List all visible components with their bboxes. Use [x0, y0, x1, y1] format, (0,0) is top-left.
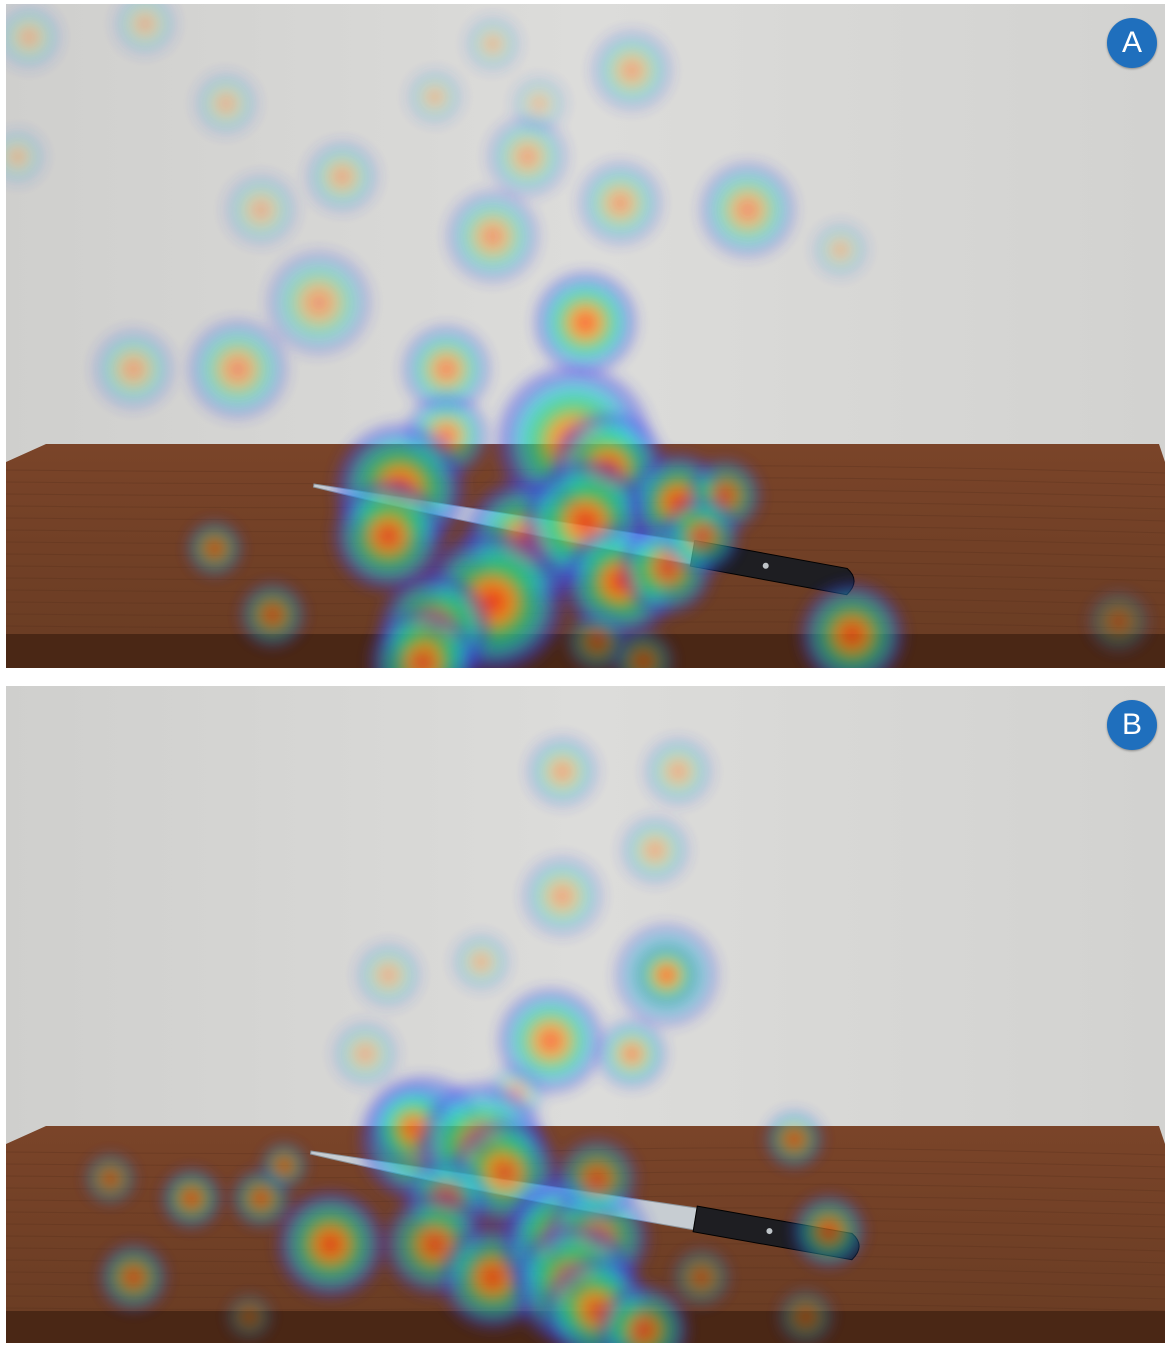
heat-spot [483, 112, 572, 201]
heat-spot [6, 4, 65, 73]
heat-spot [183, 315, 292, 424]
panel-b-badge: B [1107, 700, 1157, 750]
heat-spot [404, 66, 466, 128]
heat-spot [191, 68, 262, 139]
heat-spot [810, 219, 871, 281]
heat-spot [668, 1244, 735, 1311]
heat-spot [587, 26, 676, 115]
heat-spot [518, 852, 607, 941]
heat-spot [157, 1165, 225, 1232]
heat-spot [530, 267, 641, 378]
heat-spot [329, 1017, 402, 1091]
heat-spot [328, 475, 449, 595]
gaze-heatmap [6, 4, 1154, 668]
heat-spot [632, 940, 702, 1010]
panel-a-badge: A [1107, 18, 1157, 68]
heat-spot [272, 1186, 389, 1303]
heat-spot [594, 1281, 693, 1343]
heatmap-panel-b: B [6, 686, 1165, 1343]
heat-spot [221, 169, 301, 250]
heat-spot [223, 1290, 276, 1343]
heat-spot [89, 325, 178, 414]
heat-spot [6, 126, 49, 188]
heat-spot [617, 812, 693, 888]
heat-spot [352, 938, 425, 1012]
heat-spot [442, 186, 543, 287]
scene-b [6, 686, 1165, 1343]
heat-spot [110, 4, 180, 59]
heat-spot [462, 13, 524, 75]
heat-spot [449, 930, 513, 994]
heat-spot [183, 517, 246, 580]
heat-spot [95, 1239, 172, 1316]
rivet [762, 562, 769, 569]
heat-spot [640, 733, 716, 810]
heat-spot [609, 627, 678, 668]
rivet [766, 1228, 773, 1235]
heat-spot [761, 1106, 827, 1172]
heat-spot [523, 732, 602, 811]
heat-spot [659, 493, 743, 577]
heat-spot [788, 1191, 870, 1272]
heat-spot [574, 157, 666, 249]
heatmap-panel-a: A [6, 4, 1165, 668]
heat-spot [235, 578, 310, 652]
heat-spot [398, 321, 494, 417]
heat-spot [81, 1149, 140, 1208]
heat-spot [365, 603, 482, 668]
heat-spot [258, 1139, 311, 1192]
heat-spot [1083, 586, 1154, 657]
heat-spot [552, 1134, 642, 1224]
heat-spot [302, 137, 382, 217]
scene-a [6, 4, 1165, 668]
heat-spot [795, 578, 909, 668]
heat-spot [262, 246, 376, 360]
heat-spot [509, 73, 569, 134]
heat-spot [774, 1285, 838, 1343]
heat-spot [594, 1016, 670, 1092]
gaze-heatmap [81, 732, 870, 1343]
heat-spot [695, 158, 800, 262]
